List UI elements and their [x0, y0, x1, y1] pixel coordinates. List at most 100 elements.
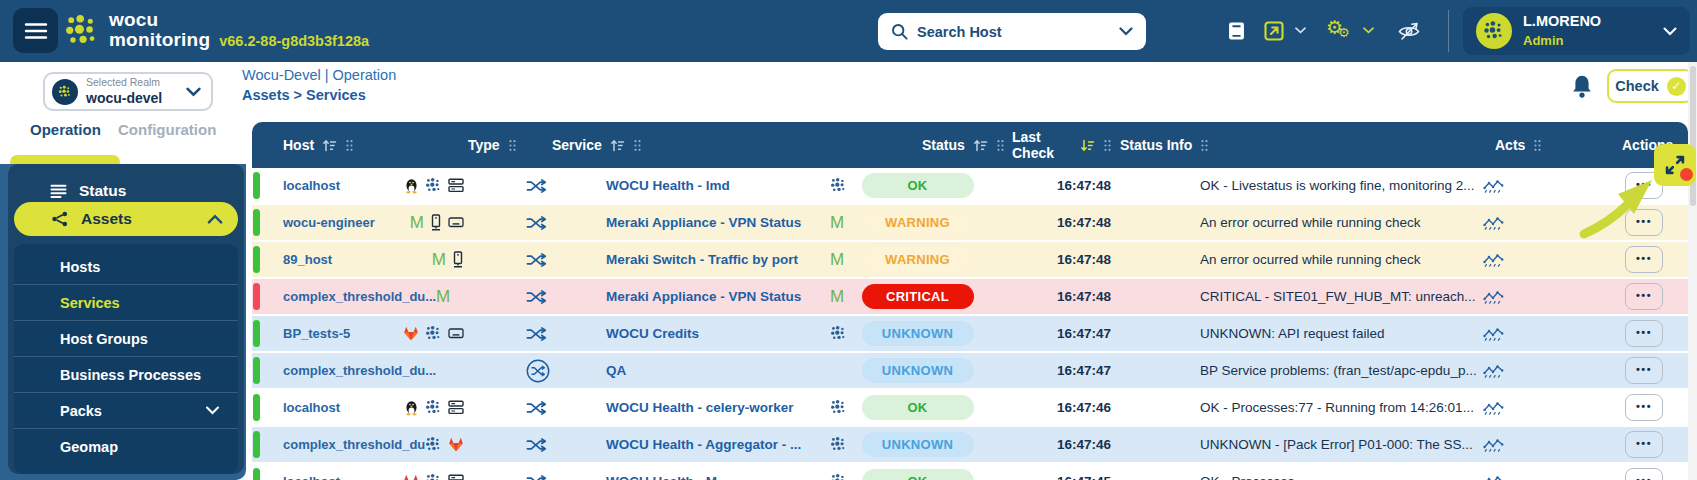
row-state-bar: [253, 246, 260, 273]
row-actions-button[interactable]: •••: [1625, 283, 1663, 310]
sort-icon[interactable]: [973, 139, 988, 152]
tab-operation[interactable]: Operation: [30, 121, 101, 138]
table-row[interactable]: complex_threshold_du... QAUNKNOWN16:47:4…: [252, 353, 1688, 390]
table-row[interactable]: BP_tests-5 WOCU Credits UNKNOWN16:47:47U…: [252, 316, 1688, 353]
realm-chevron-down-icon[interactable]: [186, 87, 201, 97]
acts-graph-button[interactable]: [1477, 363, 1572, 379]
service-link[interactable]: WOCU Health - Aggregator - ...: [606, 437, 830, 452]
host-link[interactable]: wocu-engineer: [283, 215, 410, 230]
realm-selector[interactable]: Selected Realm wocu-devel: [43, 72, 213, 111]
external-tools-button[interactable]: [1264, 21, 1284, 41]
notifications-bell-button[interactable]: [1571, 74, 1593, 99]
host-link[interactable]: localhost: [283, 400, 404, 415]
settings-chevron-icon[interactable]: [1363, 27, 1374, 34]
service-link[interactable]: Meraki Switch - Traffic by port: [606, 252, 830, 267]
service-icon-slot: [830, 399, 847, 416]
host-search-combobox[interactable]: [878, 13, 1146, 50]
drag-handle-icon[interactable]: [345, 139, 354, 152]
column-label: Service: [552, 137, 602, 153]
host-link[interactable]: BP_tests-5: [283, 326, 403, 341]
chart-icon: [1483, 474, 1504, 480]
sort-icon[interactable]: [322, 139, 337, 152]
shuffle-circle-icon: [526, 359, 550, 383]
vertical-scrollbar[interactable]: [1688, 62, 1697, 480]
table-row[interactable]: localhost WOCU Health - lmd OK16:47:48OK…: [252, 168, 1688, 205]
wocu-icon: [830, 473, 847, 480]
tab-configuration[interactable]: Configuration: [118, 121, 216, 138]
drag-handle-icon[interactable]: [1200, 139, 1209, 152]
acts-graph-button[interactable]: [1477, 215, 1572, 231]
column-header-status[interactable]: Status: [852, 137, 997, 153]
service-link[interactable]: Meraki Appliance - VPN Status: [606, 289, 830, 304]
row-actions-button[interactable]: •••: [1625, 209, 1663, 236]
table-row[interactable]: wocu-engineerM Meraki Appliance - VPN St…: [252, 205, 1688, 242]
wocu-icon: [425, 177, 442, 194]
table-row[interactable]: 89_hostM Meraki Switch - Traffic by port…: [252, 242, 1688, 279]
service-link[interactable]: QA: [606, 363, 830, 378]
drag-handle-icon[interactable]: [508, 139, 517, 152]
acts-graph-button[interactable]: [1477, 400, 1572, 416]
host-link[interactable]: 89_host: [283, 252, 432, 267]
service-link[interactable]: WOCU Health - M...: [606, 474, 830, 480]
sidebar-item-hosts[interactable]: Hosts: [14, 249, 238, 285]
acts-graph-button[interactable]: [1477, 289, 1572, 305]
column-header-host[interactable]: Host: [252, 137, 464, 153]
sort-icon[interactable]: [1080, 139, 1095, 152]
row-actions-button[interactable]: •••: [1625, 246, 1663, 273]
drives-icon: [448, 178, 464, 193]
host-link[interactable]: complex_threshold_du...: [283, 289, 436, 304]
drag-handle-icon[interactable]: [633, 139, 642, 152]
user-menu[interactable]: L.MORENO Admin: [1463, 7, 1690, 55]
table-row[interactable]: complex_threshold_du...M Meraki Applianc…: [252, 279, 1688, 316]
sidebar-item-assets[interactable]: Assets: [14, 202, 238, 236]
column-header-service[interactable]: Service: [552, 137, 852, 153]
search-input[interactable]: [917, 24, 1110, 40]
external-tools-chevron-icon[interactable]: [1295, 27, 1306, 34]
host-link[interactable]: localhost: [283, 474, 403, 480]
acts-graph-button[interactable]: [1477, 326, 1572, 342]
column-header-last[interactable]: Last Check: [997, 129, 1112, 161]
breadcrumb-realm-operation[interactable]: Wocu-Devel | Operation: [242, 67, 396, 83]
sidebar-item-services[interactable]: Services: [14, 285, 238, 321]
brand-logo[interactable]: wocu monitoring v66.2-88-g8d3b3f128a: [64, 10, 369, 51]
sidebar-item-geomap[interactable]: Geomap: [14, 429, 238, 465]
service-link[interactable]: WOCU Health - celery-worker: [606, 400, 830, 415]
acts-graph-button[interactable]: [1477, 252, 1572, 268]
last-check: 16:47:45: [997, 474, 1112, 480]
drag-handle-icon[interactable]: [1103, 139, 1112, 152]
service-link[interactable]: Meraki Appliance - VPN Status: [606, 215, 830, 230]
row-actions-button[interactable]: •••: [1625, 394, 1663, 421]
expand-table-button[interactable]: [1654, 144, 1696, 186]
sort-icon[interactable]: [610, 139, 625, 152]
sidebar-item-business-processes[interactable]: Business Processes: [14, 357, 238, 393]
row-actions-button[interactable]: •••: [1625, 320, 1663, 347]
search-chevron-down-icon[interactable]: [1119, 27, 1133, 36]
logbook-button[interactable]: [1228, 21, 1245, 41]
service-link[interactable]: WOCU Health - lmd: [606, 178, 830, 193]
host-link[interactable]: complex_threshold_du...: [283, 437, 425, 452]
row-actions-button[interactable]: •••: [1625, 357, 1663, 384]
status-info: OK - Livestatus is working fine, monitor…: [1112, 178, 1477, 193]
acts-graph-button[interactable]: [1477, 178, 1572, 194]
host-link[interactable]: localhost: [283, 178, 404, 193]
wocu-icon: [830, 177, 847, 194]
row-actions-button[interactable]: •••: [1625, 468, 1663, 480]
acts-graph-button[interactable]: [1477, 474, 1572, 480]
sidebar-item-packs[interactable]: Packs: [14, 393, 238, 429]
hide-monitoring-button[interactable]: [1396, 20, 1422, 42]
service-link[interactable]: WOCU Credits: [606, 326, 830, 341]
table-row[interactable]: complex_threshold_du... WOCU Health - Ag…: [252, 427, 1688, 464]
breadcrumb-assets-services[interactable]: Assets > Services: [242, 87, 396, 103]
host-link[interactable]: complex_threshold_du...: [283, 363, 436, 378]
user-chevron-down-icon[interactable]: [1663, 27, 1677, 36]
type-cell: [464, 289, 552, 305]
drag-handle-icon[interactable]: [1533, 139, 1542, 152]
settings-menu-button[interactable]: ⚙⚙: [1326, 16, 1350, 39]
row-actions-button[interactable]: •••: [1625, 431, 1663, 458]
main-menu-button[interactable]: [13, 8, 58, 53]
sidebar-item-host-groups[interactable]: Host Groups: [14, 321, 238, 357]
acts-graph-button[interactable]: [1477, 437, 1572, 453]
table-row[interactable]: localhost WOCU Health - M... OK16:47:45O…: [252, 464, 1688, 480]
check-button[interactable]: Check ✓: [1607, 69, 1694, 103]
table-row[interactable]: localhost WOCU Health - celery-worker OK…: [252, 390, 1688, 427]
